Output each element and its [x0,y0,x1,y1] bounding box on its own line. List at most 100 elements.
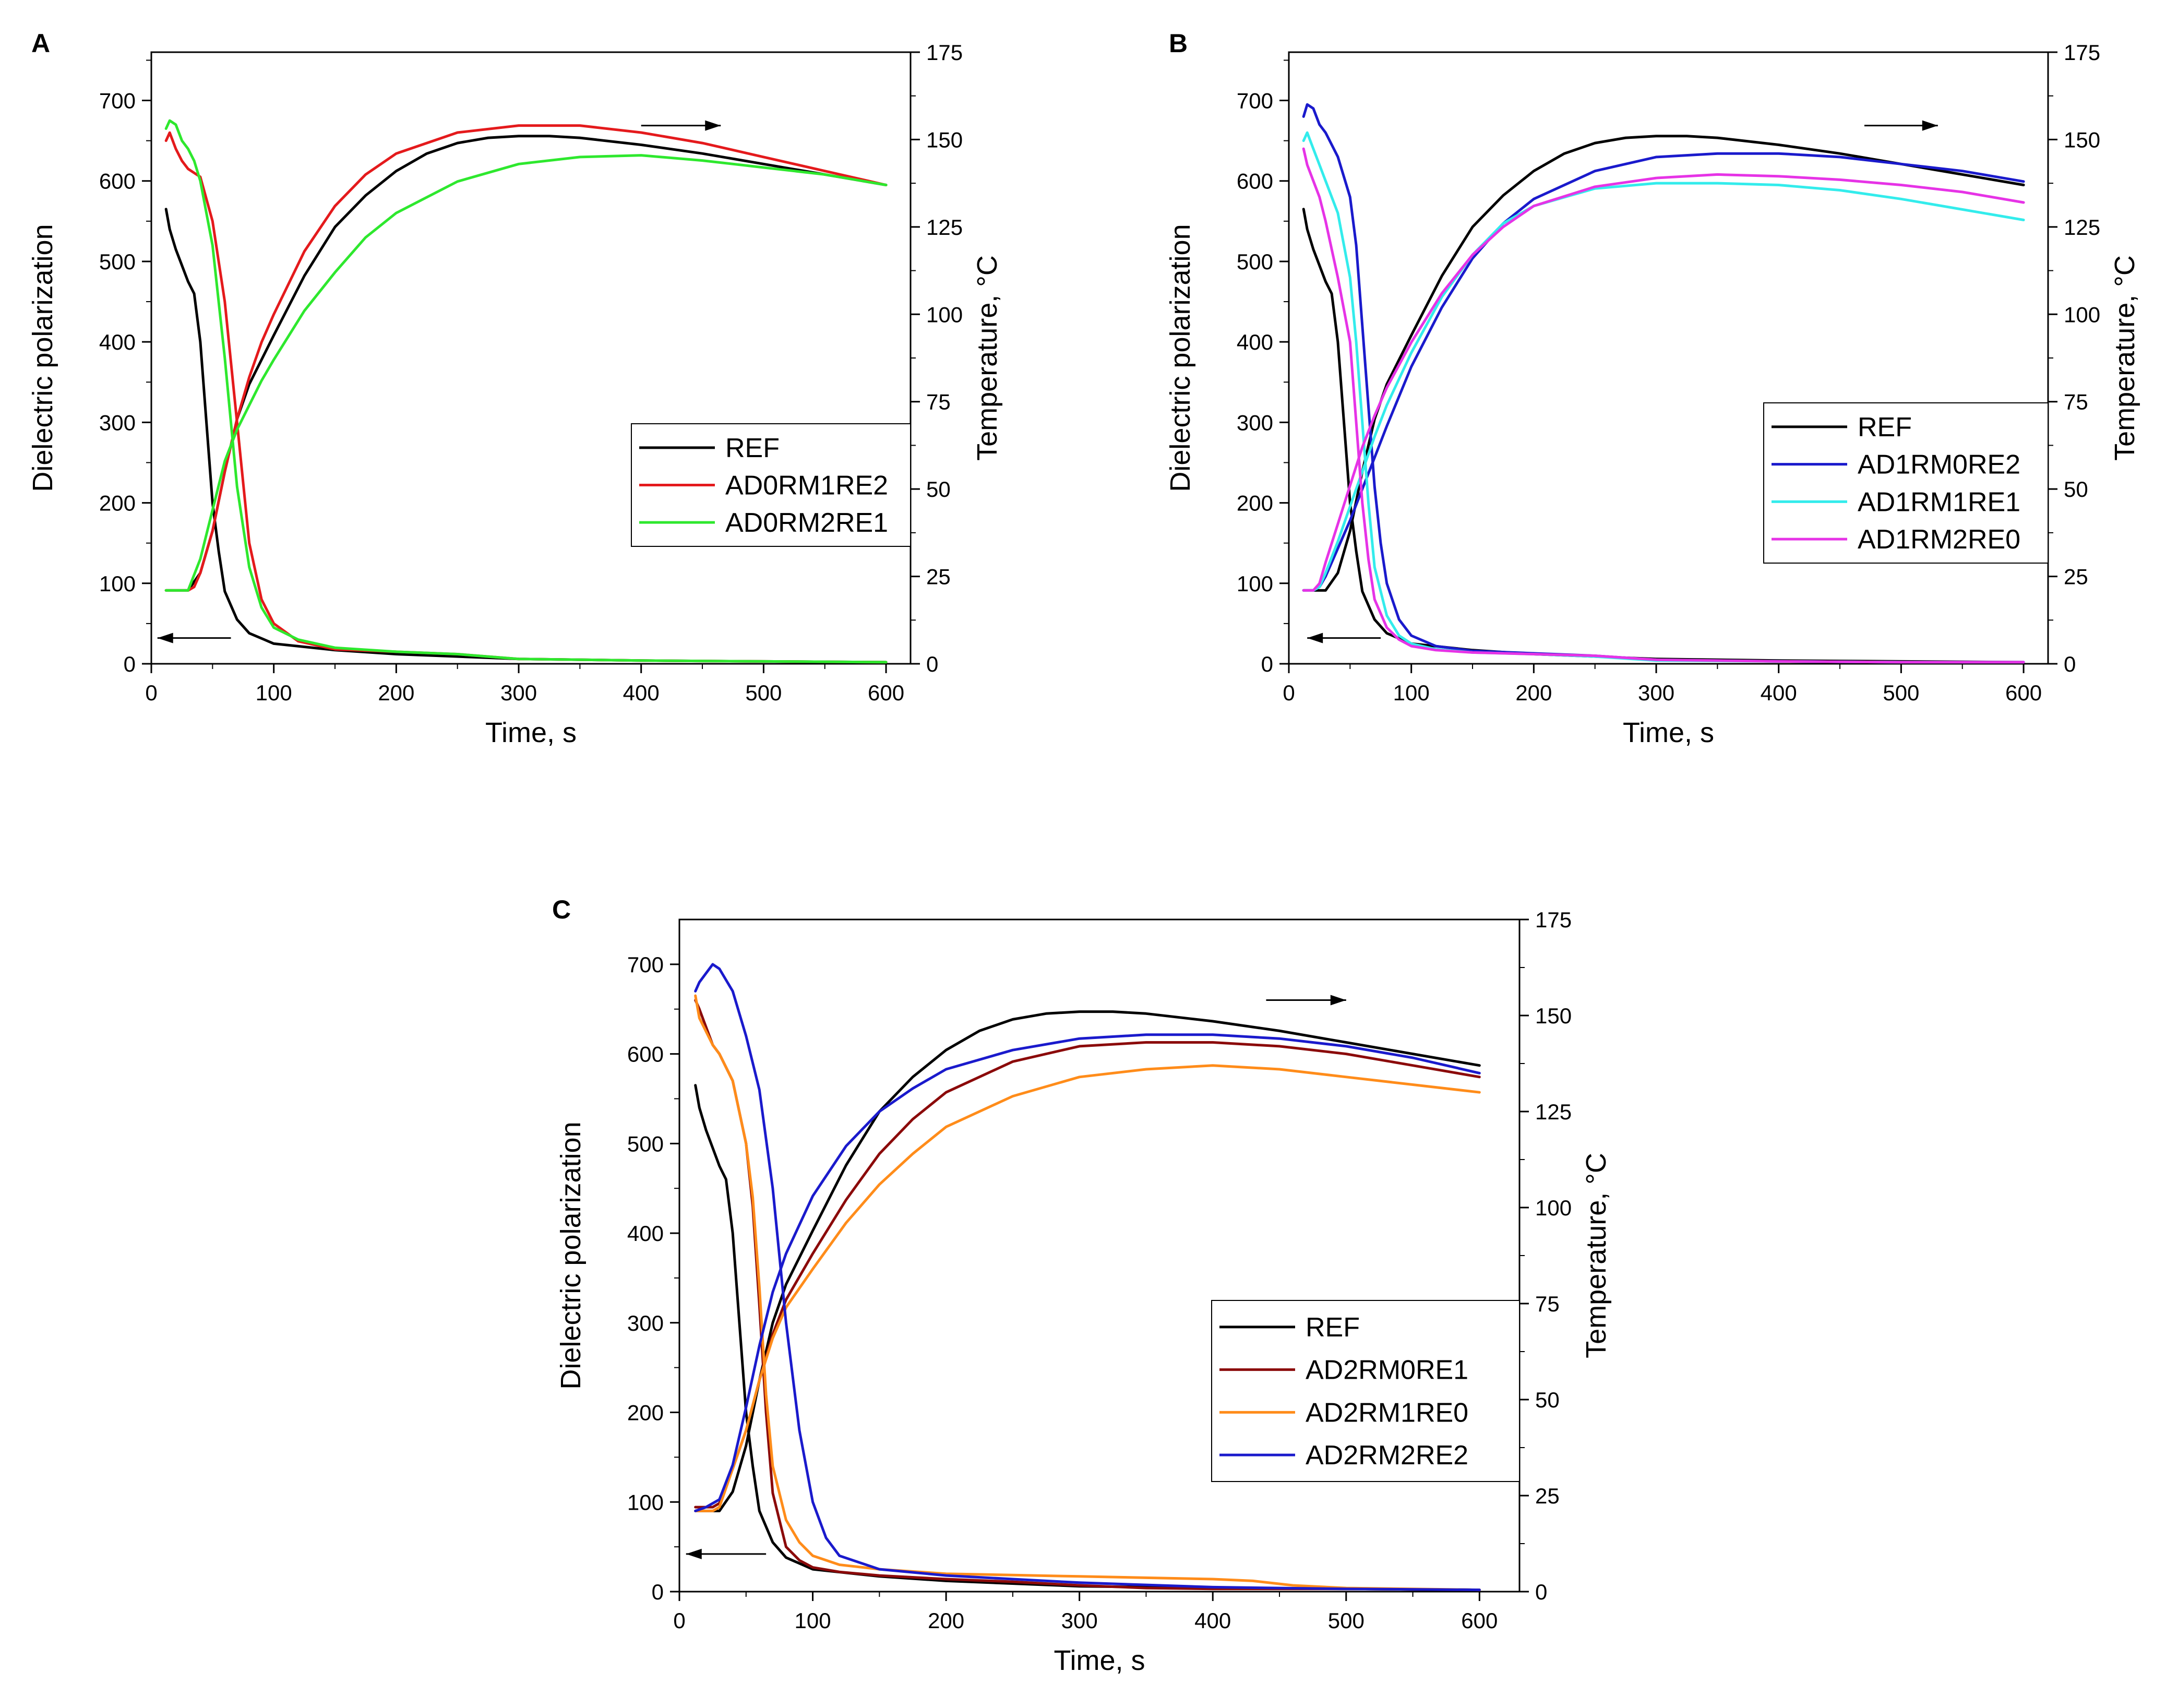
panel-letter: A [31,29,50,58]
x-tick-label: 400 [1194,1608,1231,1633]
y-tick-label: 600 [627,1042,664,1067]
x-tick-label: 200 [928,1608,964,1633]
y2-tick-label: 0 [2064,652,2076,676]
x-tick-label: 500 [1883,680,1919,705]
series-line-ad1rm1re1-left [1302,131,2025,664]
x-tick-label: 300 [500,680,537,705]
x-tick-label: 100 [256,680,292,705]
y-tick-label: 100 [627,1490,664,1514]
y-tick-label: 300 [99,410,136,435]
y-axis-title: Dielectric polarization [1165,224,1196,492]
panel-letter: C [552,895,571,924]
x-tick-label: 0 [1283,680,1295,705]
x-tick-label: 100 [795,1608,831,1633]
legend-label: AD1RM2RE0 [1858,524,2020,555]
series-line-ref-right [1302,135,2025,592]
y2-axis-title: Temperature, °C [972,255,1003,461]
chart-panel-a: A0 100 200 300 400 500 60001002003004005006007… [27,29,1003,748]
y2-tick-label: 25 [2064,565,2088,589]
series-line-ad0rm1re2-right [164,124,888,592]
y-tick-label: 400 [1237,330,1273,354]
arrow-head [157,632,173,643]
y-tick-label: 0 [652,1580,664,1604]
arrow-head [1330,995,1346,1006]
series-line-ad0rm1re2-left [164,131,888,664]
y2-tick-label: 150 [2064,127,2100,152]
y-tick-label: 700 [99,89,136,113]
y-tick-label: 700 [1237,89,1273,113]
plot-frame [150,51,912,665]
y-tick-label: 300 [627,1311,664,1335]
y2-tick-label: 50 [2064,477,2088,501]
x-tick-label: 600 [1461,1608,1498,1633]
y2-tick-label: 175 [2064,40,2100,65]
y-tick-label: 500 [99,249,136,274]
plot-frame [678,918,1521,1593]
legend-label: AD0RM2RE1 [725,508,888,538]
legend-label: REF [725,433,780,463]
y2-tick-label: 175 [1535,907,1572,932]
series-line-ad2rm2re2-left [694,963,1481,1592]
y2-tick-label: 125 [2064,215,2100,240]
y2-tick-label: 0 [1535,1580,1547,1604]
y2-tick-label: 100 [2064,302,2100,327]
y-tick-label: 700 [627,952,664,977]
legend-box [1211,1300,1520,1482]
y2-tick-label: 150 [1535,1004,1572,1028]
arrow-head [705,120,721,131]
y2-tick-label: 150 [926,127,963,152]
series-line-ad1rm0re2-left [1302,103,2025,664]
legend-label: AD2RM1RE0 [1306,1398,1468,1428]
y2-tick-label: 100 [926,302,963,327]
y2-tick-label: 125 [1535,1100,1572,1124]
x-tick-label: 100 [1393,680,1430,705]
y-tick-label: 0 [124,652,136,676]
y-tick-label: 300 [1237,410,1273,435]
x-axis-title: Time, s [1623,717,1714,748]
series-line-ad1rm2re0-left [1302,147,2025,664]
y2-tick-label: 0 [926,652,938,676]
y2-tick-label: 125 [926,215,963,240]
y-tick-label: 500 [1237,249,1273,274]
y-tick-label: 600 [1237,169,1273,194]
legend-label: AD1RM0RE2 [1858,450,2020,480]
series-line-ad0rm2re1-left [164,119,888,664]
y2-tick-label: 50 [1535,1388,1560,1412]
series-line-ref-right [694,1010,1481,1512]
x-tick-label: 600 [868,680,904,705]
x-axis-title: Time, s [1054,1645,1145,1676]
y-tick-label: 200 [627,1401,664,1425]
series-line-ad2rm1re0-right [694,1064,1481,1512]
y-tick-label: 100 [99,571,136,596]
x-tick-label: 400 [1761,680,1797,705]
y2-axis-title: Temperature, °C [2109,255,2140,461]
y-tick-label: 200 [1237,491,1273,516]
y-tick-label: 0 [1261,652,1273,676]
y-tick-label: 200 [99,491,136,516]
x-tick-label: 200 [378,680,414,705]
series-line-ad2rm2re2-right [694,1033,1481,1512]
x-tick-label: 300 [1638,680,1674,705]
y2-tick-label: 175 [926,40,963,65]
y-tick-label: 400 [99,330,136,354]
y2-tick-label: 75 [926,390,951,414]
y-tick-label: 500 [627,1131,664,1156]
chart-panel-b: B0 100 200 300 400 500 60001002003004005006007… [1165,29,2140,748]
y2-tick-label: 25 [1535,1484,1560,1508]
arrow-head [1307,632,1323,643]
legend-label: AD2RM0RE1 [1306,1355,1468,1385]
y-tick-label: 400 [627,1221,664,1246]
series-line-ad0rm2re1-right [164,154,888,592]
x-tick-label: 0 [145,680,157,705]
x-tick-label: 300 [1061,1608,1098,1633]
arrow-head [1922,120,1938,131]
series-line-ad2rm1re0-left [694,994,1481,1592]
y-tick-label: 600 [99,169,136,194]
y2-tick-label: 75 [2064,390,2088,414]
x-tick-label: 400 [623,680,660,705]
y-axis-title: Dielectric polarization [27,224,58,492]
legend-label: REF [1306,1312,1360,1343]
y2-tick-label: 100 [1535,1196,1572,1220]
x-axis-title: Time, s [485,717,577,748]
